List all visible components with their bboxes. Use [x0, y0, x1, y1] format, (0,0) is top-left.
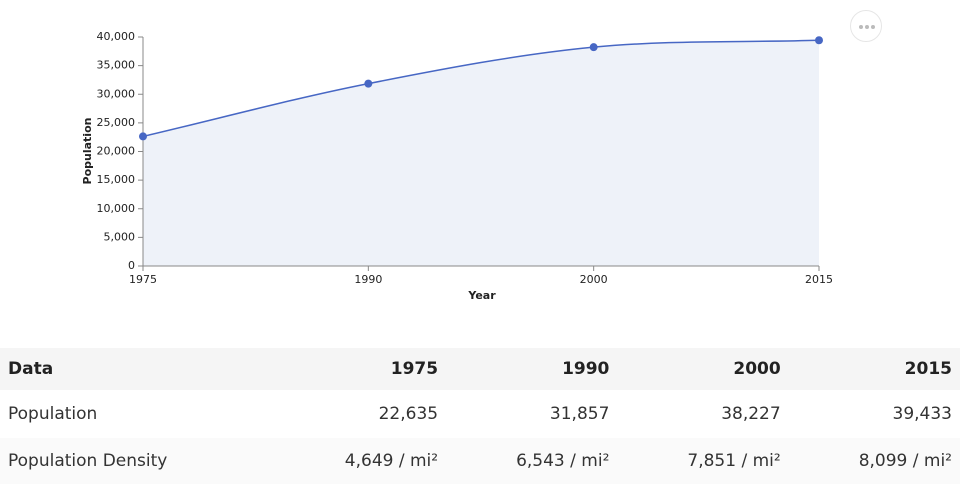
- table-cell: 2015: [904, 359, 952, 379]
- y-tick-label: 15,000: [97, 173, 136, 186]
- table-cell: 8,099 / mi²: [858, 451, 952, 471]
- y-tick-label: 0: [128, 259, 135, 272]
- y-tick-label: 5,000: [104, 230, 136, 243]
- table-cell: 31,857: [549, 404, 610, 424]
- line: [142, 39, 820, 138]
- data-table: Data 1975 1990 2000 2015 Population 22,635 31,8…: [0, 348, 960, 484]
- table-cell: 38,227: [721, 404, 781, 424]
- table-cell: 1990: [562, 359, 610, 379]
- point: [139, 132, 147, 141]
- x-tick-label: 2000: [580, 273, 608, 286]
- table-cell: Population Density: [8, 451, 168, 471]
- area: [143, 40, 819, 266]
- x-axis-title: Year: [467, 289, 496, 302]
- table-cell: 2000: [733, 359, 781, 379]
- chart: Year Population 0 5,000 10,000 15,000 20,000…: [81, 30, 833, 302]
- table-row: Population 22,635 31,857 38,227 39,433: [0, 390, 960, 438]
- table-row: Population Density 4,649 / mi² 6,543 / mi²…: [0, 438, 960, 484]
- table-cell: 39,433: [892, 404, 952, 424]
- table-cell: 4,649 / mi²: [344, 451, 439, 471]
- table-row: Data 1975 1990 2000 2015: [0, 348, 960, 390]
- y-tick-label: 35,000: [97, 59, 136, 72]
- x-tick-label: 1975: [129, 273, 157, 286]
- y-axis-title: Population: [81, 118, 94, 185]
- table-cell: 6,543 / mi²: [516, 451, 610, 471]
- x-tick-label: 2015: [805, 273, 833, 286]
- table-cell: Population: [8, 404, 98, 424]
- more-button[interactable]: [850, 10, 882, 42]
- point: [364, 79, 373, 88]
- y-tick-label: 25,000: [97, 116, 136, 129]
- y-tick-label: 40,000: [97, 30, 136, 43]
- y-tick-label: 30,000: [97, 87, 136, 100]
- y-tick-label: 10,000: [97, 202, 136, 215]
- y-tick-label: 20,000: [97, 145, 136, 158]
- point: [815, 36, 823, 45]
- table-cell: 1975: [390, 359, 439, 379]
- x-tick-label: 1990: [354, 273, 382, 286]
- table-cell: 22,635: [378, 404, 439, 424]
- table-cell: Data: [8, 359, 54, 379]
- table-cell: 7,851 / mi²: [687, 451, 781, 471]
- point: [589, 43, 598, 52]
